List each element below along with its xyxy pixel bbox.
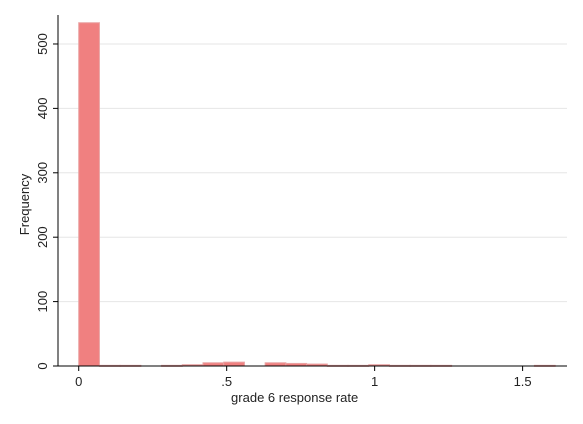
y-tick-label: 0 (35, 362, 50, 369)
axes (57, 15, 567, 367)
histogram-bars (78, 22, 556, 367)
y-tick-label: 400 (35, 98, 50, 120)
y-tick-label: 300 (35, 162, 50, 184)
grid-lines (58, 43, 567, 303)
y-axis-title: Frequency (17, 173, 32, 235)
histogram-bar (223, 361, 245, 367)
x-tick-label: 1 (371, 374, 378, 389)
y-tick-label: 200 (35, 226, 50, 248)
x-tick-label: 0 (75, 374, 82, 389)
x-tick-label: .5 (221, 374, 232, 389)
histogram-bar (78, 22, 100, 367)
y-tick-label: 500 (35, 33, 50, 55)
y-tick-label: 100 (35, 291, 50, 313)
x-tick-label: 1.5 (514, 374, 532, 389)
x-axis-title: grade 6 response rate (231, 390, 358, 405)
tick-marks-and-labels: 0 .5 1 1.5 0 100 200 300 400 500 (35, 33, 532, 389)
